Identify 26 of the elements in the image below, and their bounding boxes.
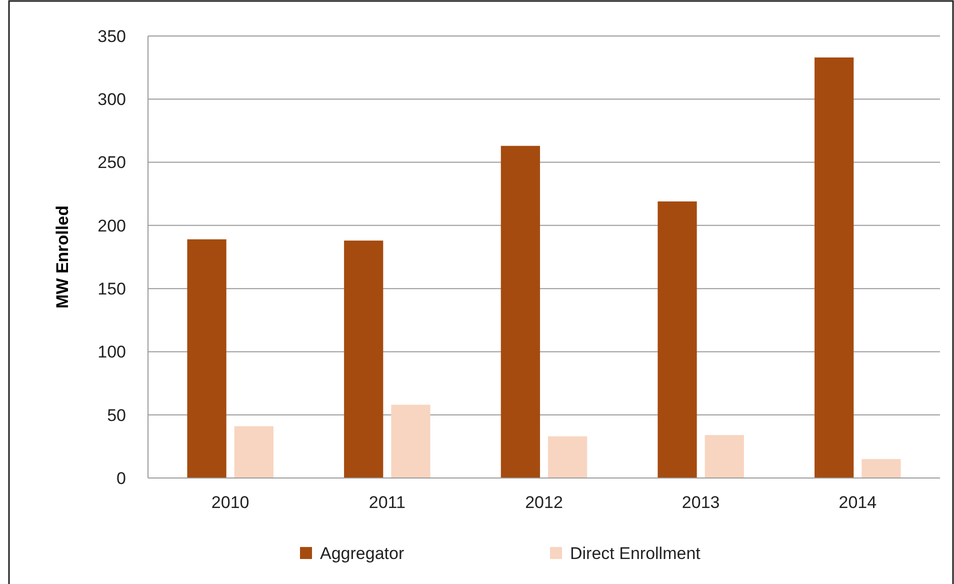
bar (234, 426, 274, 478)
y-tick-label: 300 (98, 90, 126, 110)
legend-label: Direct Enrollment (570, 544, 701, 563)
bar (187, 239, 226, 478)
y-tick-label: 200 (98, 216, 126, 236)
bar (704, 435, 744, 478)
y-tick-label: 50 (107, 406, 126, 425)
x-tick-label: 2012 (525, 493, 563, 512)
bar (548, 436, 588, 478)
y-axis-title: MW Enrolled (53, 206, 72, 308)
bar (814, 57, 854, 478)
y-tick-label: 100 (98, 342, 126, 362)
y-tick-label: 150 (98, 280, 126, 299)
x-tick-label: 2014 (838, 493, 877, 512)
y-tick-label: 350 (98, 26, 126, 46)
bar (500, 146, 540, 478)
y-tick-label: 250 (98, 153, 126, 172)
x-tick-label: 2010 (211, 493, 250, 512)
y-tick-label: 0 (116, 468, 126, 488)
bar (658, 201, 697, 478)
bar (344, 240, 384, 478)
bar (391, 404, 430, 478)
bar (862, 459, 901, 478)
legend-label: Aggregator (320, 544, 404, 563)
x-tick-label: 2013 (682, 493, 720, 512)
x-tick-label: 2011 (368, 493, 406, 512)
